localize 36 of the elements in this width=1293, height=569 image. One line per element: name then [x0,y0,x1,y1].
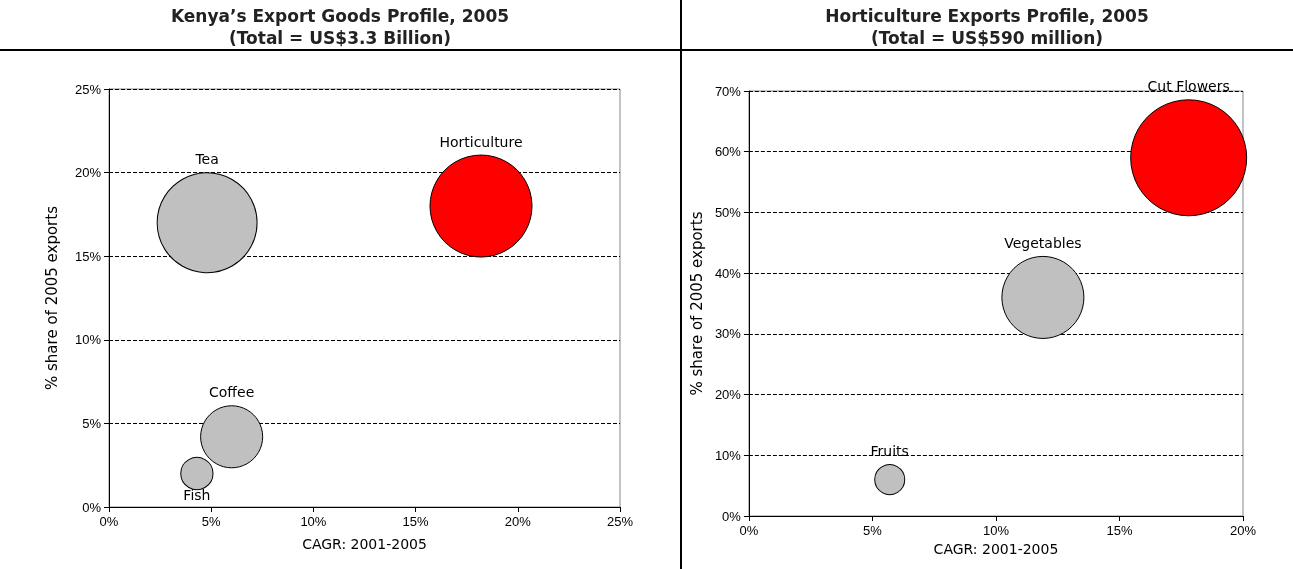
y-tick-label: 25% [74,81,102,97]
x-axis-title: CAGR: 2001-2005 [933,540,1059,557]
x-tick-label: 20% [504,514,532,529]
x-tick-label: 20% [1229,523,1257,538]
x-tick-label: 25% [606,514,634,529]
y-axis-title: % share of 2005 exports [687,211,706,396]
series-label: Tea [194,151,219,168]
series-label: Vegetables [1004,234,1082,251]
y-tick-label: 5% [82,415,102,431]
series-label: Fish [183,487,211,504]
x-tick-label: 15% [1106,523,1133,538]
y-tick-label: 40% [714,265,742,281]
y-tick-label: 70% [714,83,742,99]
y-tick-label: 0% [82,499,102,515]
x-tick-label: 0% [99,514,119,529]
series-label: Cut Flowers [1147,78,1230,95]
x-tick-label: 15% [402,514,430,529]
y-tick-label: 20% [714,387,742,403]
x-tick-label: 0% [739,523,759,538]
x-axis-title: CAGR: 2001-2005 [302,536,427,552]
chart-title: Horticulture Exports Profile, 2005 (Total = US$590 million) [825,6,1149,48]
series-label: Coffee [209,384,255,401]
x-tick-label: 10% [300,514,327,529]
y-tick-label: 60% [714,144,742,160]
y-axis-title: % share of 2005 exports [42,205,61,390]
y-tick-label: 20% [74,165,102,181]
x-tick-label: 10% [982,523,1010,538]
y-tick-label: 10% [74,332,102,348]
y-tick-label: 10% [714,447,742,463]
y-tick-label: 30% [714,326,742,342]
x-tick-label: 5% [201,514,222,529]
x-tick-label: 5% [863,523,883,538]
y-tick-label: 50% [714,204,742,220]
series-label: Horticulture [439,133,523,150]
chart-title: Kenya’s Export Goods Profile, 2005 (Total = US$3.3 Billion) [170,6,510,48]
y-tick-label: 15% [74,248,102,264]
